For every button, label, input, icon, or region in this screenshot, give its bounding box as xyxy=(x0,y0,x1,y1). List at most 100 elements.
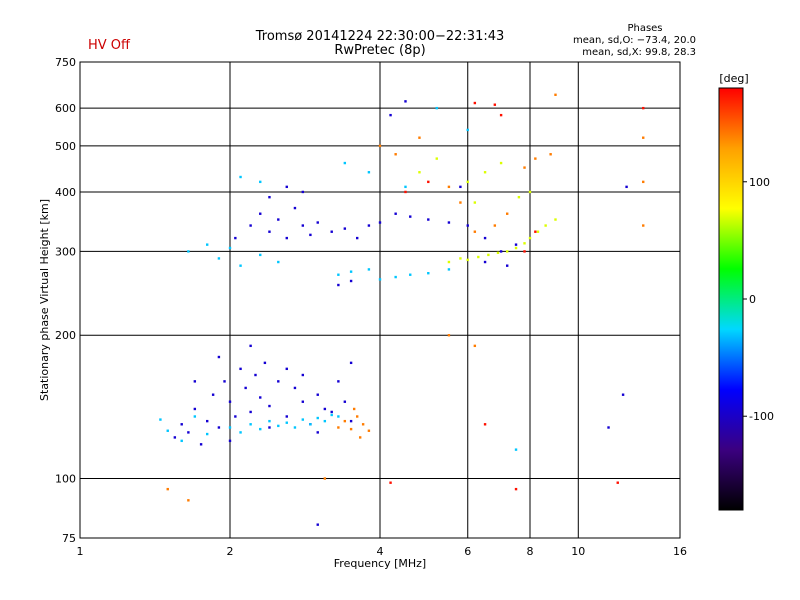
data-point xyxy=(554,218,557,221)
data-point xyxy=(499,113,503,117)
data-point xyxy=(466,128,469,132)
data-point xyxy=(483,423,487,426)
data-point xyxy=(166,487,169,491)
data-point xyxy=(505,250,509,253)
grid-lines xyxy=(80,62,680,538)
data-point xyxy=(447,185,451,189)
data-point xyxy=(523,242,526,245)
data-point xyxy=(349,427,353,431)
data-point xyxy=(487,253,490,257)
plot-frame xyxy=(79,61,681,539)
data-point xyxy=(228,439,232,443)
data-point xyxy=(625,185,628,189)
data-point xyxy=(228,246,232,250)
colorbar xyxy=(718,87,744,511)
y-tick-label: 600 xyxy=(55,102,76,115)
data-point xyxy=(349,279,353,283)
data-point xyxy=(427,272,430,275)
data-point xyxy=(277,218,280,221)
data-point xyxy=(404,190,407,194)
data-point xyxy=(409,273,412,276)
data-point xyxy=(427,218,430,221)
data-point xyxy=(239,264,242,267)
colorbar-tick-label: -100 xyxy=(749,410,774,423)
data-point xyxy=(528,236,532,240)
data-point xyxy=(316,221,319,224)
data-point xyxy=(193,407,197,411)
data-point xyxy=(337,426,340,429)
data-point xyxy=(285,367,288,371)
data-point xyxy=(228,400,232,403)
data-point xyxy=(642,106,645,110)
data-point xyxy=(199,443,203,446)
data-point xyxy=(268,195,271,199)
data-point xyxy=(534,157,537,160)
data-point xyxy=(249,410,252,414)
data-point xyxy=(323,407,327,411)
data-point xyxy=(361,423,365,426)
data-point xyxy=(514,246,518,250)
data-point xyxy=(223,380,226,383)
data-point xyxy=(473,230,477,233)
data-point xyxy=(349,419,353,423)
data-point xyxy=(483,236,487,240)
data-point xyxy=(343,400,347,403)
data-point xyxy=(285,236,288,240)
colorbar-label: [deg] xyxy=(719,72,748,85)
data-point xyxy=(337,380,340,383)
data-point xyxy=(268,404,271,408)
x-tick-label: 6 xyxy=(464,545,471,558)
data-point xyxy=(483,260,487,264)
data-point xyxy=(427,180,430,184)
data-point xyxy=(496,251,500,255)
data-point xyxy=(301,400,305,403)
data-point xyxy=(193,415,197,418)
stats-line-x: mean, sd,X: 99.8, 28.3 xyxy=(582,47,696,58)
y-tick-label: 75 xyxy=(62,532,76,545)
data-point xyxy=(205,432,209,436)
data-point xyxy=(159,418,162,421)
data-point xyxy=(447,221,451,224)
data-point xyxy=(244,386,247,390)
data-point xyxy=(367,171,371,174)
data-point xyxy=(459,257,462,260)
data-point xyxy=(173,436,177,439)
x-axis-label: Frequency [MHz] xyxy=(334,557,426,570)
data-point xyxy=(330,413,333,417)
y-tick-label: 200 xyxy=(55,329,76,342)
data-point xyxy=(447,334,451,337)
data-point xyxy=(435,157,438,160)
data-point xyxy=(473,344,477,348)
data-point xyxy=(234,415,237,418)
data-point xyxy=(523,166,526,169)
data-point xyxy=(394,153,397,156)
data-point xyxy=(217,355,221,359)
y-tick-label: 100 xyxy=(55,473,76,486)
data-point xyxy=(259,427,262,431)
data-point xyxy=(466,180,469,184)
data-point xyxy=(205,419,209,423)
data-point xyxy=(277,260,280,264)
data-point xyxy=(493,103,497,106)
data-point xyxy=(642,136,645,139)
data-point xyxy=(301,224,305,227)
data-point xyxy=(249,423,252,426)
data-point xyxy=(263,361,267,365)
data-point xyxy=(352,407,356,411)
data-point xyxy=(534,230,537,233)
colorbar-tick-label: 100 xyxy=(749,176,770,189)
data-point xyxy=(514,243,518,246)
data-point xyxy=(483,171,487,174)
x-tick-label: 8 xyxy=(527,545,534,558)
data-point xyxy=(355,415,359,418)
data-point xyxy=(217,426,221,429)
data-point xyxy=(367,429,371,432)
data-point xyxy=(389,113,392,117)
data-point xyxy=(316,523,319,526)
data-point xyxy=(180,439,183,443)
data-point xyxy=(239,175,242,179)
data-point xyxy=(554,93,557,96)
data-point xyxy=(642,180,645,184)
data-point xyxy=(309,423,312,426)
data-point xyxy=(293,206,297,210)
